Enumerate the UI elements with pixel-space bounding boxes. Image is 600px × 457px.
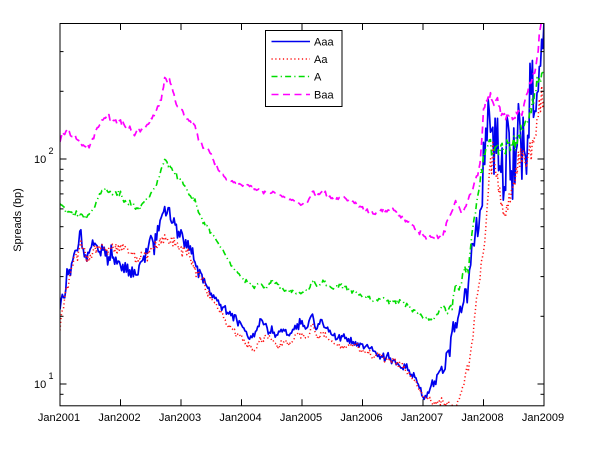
svg-text:A: A [314,72,322,84]
svg-text:1: 1 [49,371,54,381]
svg-text:Jan2001: Jan2001 [38,412,80,424]
svg-text:Jan2004: Jan2004 [219,412,261,424]
svg-text:10: 10 [34,379,46,391]
svg-text:10: 10 [34,154,46,166]
svg-text:Spreads (bp): Spreads (bp) [12,188,24,252]
svg-text:Jan2003: Jan2003 [159,412,201,424]
svg-text:Jan2008: Jan2008 [461,412,503,424]
svg-text:Jan2002: Jan2002 [98,412,140,424]
svg-text:Aaa: Aaa [314,37,334,49]
svg-text:Aa: Aa [314,54,328,66]
svg-text:Jan2006: Jan2006 [340,412,382,424]
svg-text:Jan2007: Jan2007 [401,412,443,424]
svg-text:Jan2009: Jan2009 [522,412,564,424]
svg-text:Jan2005: Jan2005 [280,412,322,424]
svg-text:2: 2 [49,146,54,156]
svg-text:Baa: Baa [314,90,334,102]
